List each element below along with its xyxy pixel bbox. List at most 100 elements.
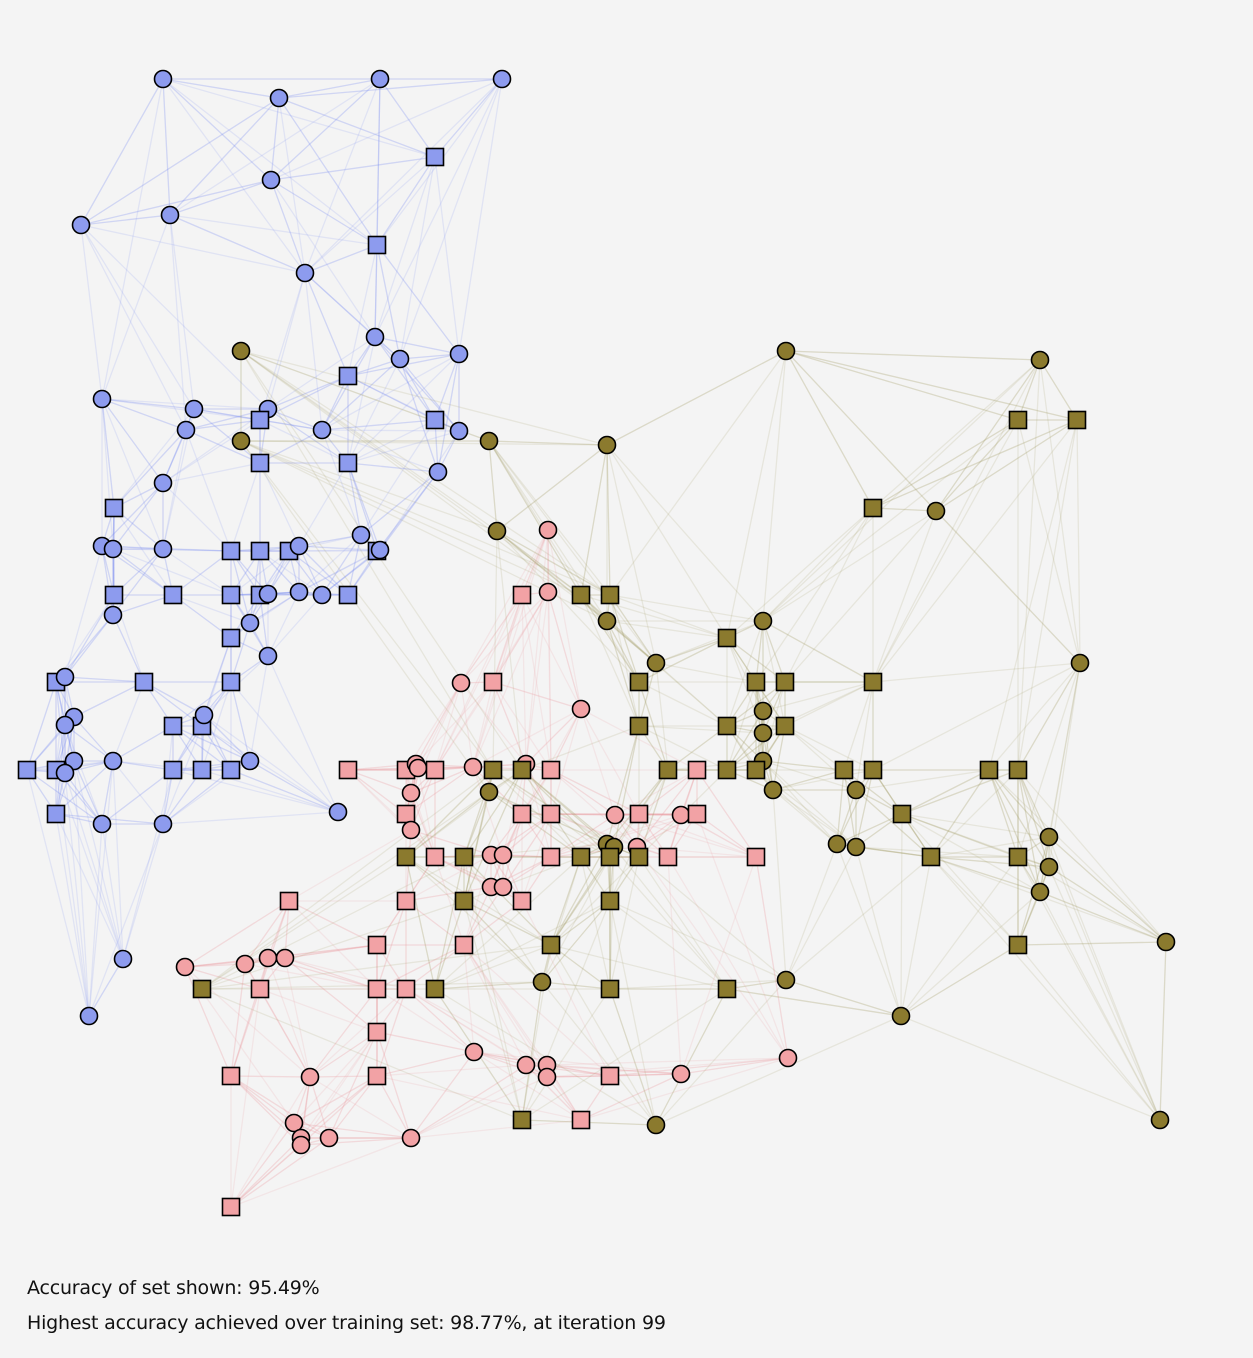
- graph-edge: [376, 900, 407, 990]
- graph-edge: [496, 530, 608, 622]
- graph-edge: [855, 769, 990, 791]
- circle-node: [571, 699, 591, 719]
- graph-edge: [249, 760, 339, 813]
- graph-edge: [726, 507, 874, 639]
- graph-edge: [492, 529, 549, 683]
- graph-edge: [293, 1031, 378, 1124]
- graph-edge: [399, 358, 460, 432]
- graph-edge: [463, 944, 582, 1121]
- square-node: [512, 804, 532, 824]
- graph-edge: [550, 708, 582, 771]
- square-node: [425, 760, 445, 780]
- circle-node: [1030, 882, 1050, 902]
- graph-edge: [930, 856, 1041, 893]
- graph-edge: [547, 591, 552, 771]
- graph-edge: [1017, 769, 1050, 838]
- graph-edge: [784, 510, 937, 683]
- graph-edge: [374, 336, 436, 421]
- graph-edge: [162, 548, 232, 596]
- graph-edge: [463, 944, 611, 1077]
- graph-edge: [434, 856, 582, 990]
- graph-edge: [172, 594, 251, 624]
- graph-edge: [609, 1073, 682, 1077]
- graph-edge: [460, 594, 523, 684]
- graph-edge: [347, 353, 460, 464]
- circle-node: [753, 701, 773, 721]
- graph-edge: [112, 548, 174, 596]
- graph-edge: [463, 854, 492, 946]
- circle-node: [646, 653, 666, 673]
- graph-edge: [88, 823, 164, 1017]
- graph-edge: [550, 708, 582, 771]
- graph-edge: [988, 769, 1050, 868]
- graph-edge: [521, 900, 611, 1121]
- graph-edge: [379, 78, 436, 158]
- square-node: [717, 628, 737, 648]
- graph-edge: [162, 482, 232, 552]
- graph-edge: [321, 358, 401, 431]
- graph-edge: [696, 813, 757, 858]
- graph-edge: [101, 398, 164, 550]
- graph-edge: [376, 1031, 412, 1139]
- graph-edge: [550, 814, 616, 858]
- graph-edge: [762, 760, 845, 771]
- graph-edge: [172, 594, 232, 639]
- graph-edge: [379, 78, 436, 158]
- graph-edge: [638, 637, 728, 683]
- graph-edge: [300, 1075, 378, 1139]
- graph-edge: [169, 214, 378, 246]
- graph-edge: [64, 724, 114, 762]
- circle-node: [753, 611, 773, 631]
- graph-edge: [298, 534, 362, 547]
- graph-edge: [417, 682, 462, 769]
- graph-edge: [399, 358, 439, 473]
- graph-edge: [1017, 769, 1050, 868]
- graph-edge: [230, 622, 251, 683]
- graph-edge: [550, 843, 608, 946]
- graph-edge: [1017, 769, 1041, 893]
- graph-edge: [655, 988, 728, 1126]
- square-node: [46, 804, 66, 824]
- graph-edge: [855, 789, 932, 858]
- graph-edge: [550, 944, 728, 990]
- graph-edge: [230, 550, 251, 624]
- graph-edge: [434, 900, 465, 990]
- circle-node: [153, 473, 173, 493]
- square-node: [221, 1066, 241, 1086]
- graph-edge: [73, 681, 145, 718]
- graph-edge: [488, 791, 582, 858]
- graph-edge: [267, 900, 290, 959]
- graph-edge: [613, 725, 640, 848]
- circle-node: [328, 802, 348, 822]
- graph-edge: [321, 429, 439, 473]
- graph-edge: [298, 550, 378, 593]
- graph-edge: [112, 548, 232, 596]
- graph-edge: [609, 988, 657, 1126]
- graph-edge: [609, 856, 640, 990]
- graph-edge: [655, 662, 757, 683]
- graph-edge: [347, 462, 381, 551]
- graph-edge: [550, 944, 611, 990]
- graph-edge: [521, 594, 527, 765]
- graph-edge: [101, 398, 115, 509]
- square-node: [863, 498, 883, 518]
- graph-edge: [230, 1144, 302, 1208]
- graph-edge: [785, 350, 874, 509]
- graph-edge: [900, 891, 1041, 1017]
- graph-edge: [259, 900, 290, 990]
- graph-edge: [872, 419, 1078, 509]
- square-node: [367, 979, 387, 999]
- graph-edge: [80, 224, 269, 410]
- square-node: [104, 498, 124, 518]
- graph-edge: [872, 359, 1041, 683]
- graph-edge: [270, 78, 503, 181]
- graph-edge: [550, 769, 616, 816]
- circle-node: [428, 462, 448, 482]
- graph-edge: [521, 769, 615, 848]
- graph-edge: [55, 813, 90, 1017]
- graph-edge: [101, 398, 164, 484]
- graph-edge: [399, 156, 436, 360]
- circle-node: [671, 1064, 691, 1084]
- graph-edge: [785, 350, 1041, 361]
- graph-edge: [550, 769, 638, 848]
